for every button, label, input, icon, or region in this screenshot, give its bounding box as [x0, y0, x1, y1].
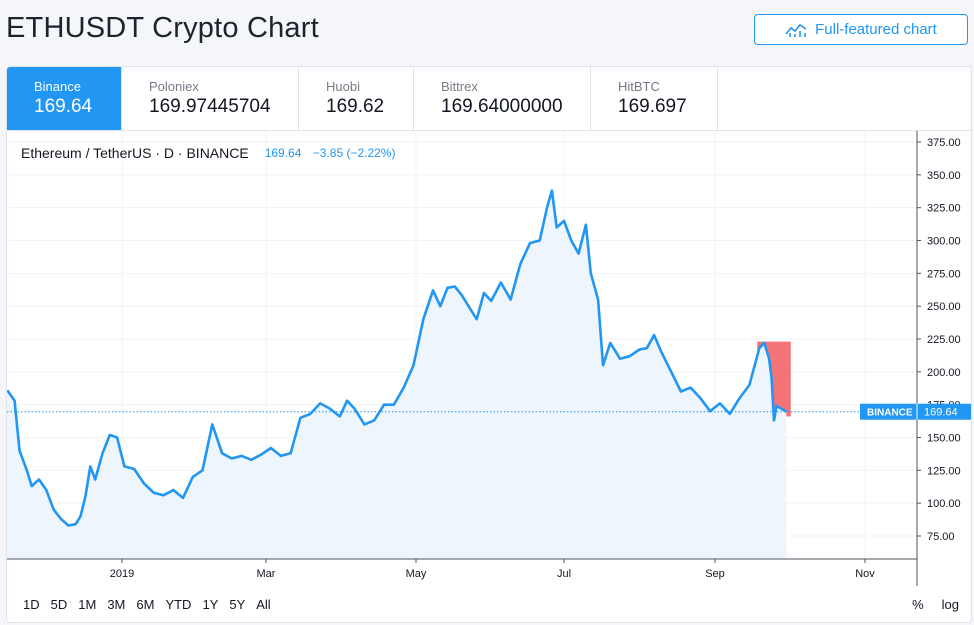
tab-bittrex[interactable]: Bittrex 169.64000000	[414, 67, 591, 130]
chart-widget: Binance 169.64 Poloniex 169.97445704 Huo…	[6, 66, 972, 623]
log-scale-toggle[interactable]: log	[941, 597, 959, 612]
exchange-price: 169.64000000	[441, 96, 563, 117]
time-axis-label: May	[406, 568, 427, 580]
price-axis-label: 125.00	[927, 465, 961, 477]
exchange-name: Binance	[34, 79, 81, 94]
scale-options: % log	[894, 597, 959, 612]
price-axis-label: 350.00	[927, 170, 961, 182]
symbol-description: Ethereum / TetherUS · D · BINANCE	[21, 145, 249, 161]
exchange-name: HitBTC	[618, 79, 660, 94]
range-button-6m[interactable]: 6M	[136, 596, 155, 612]
exchange-price: 169.697	[618, 96, 687, 117]
chart-footer: 1D 5D 1M 3M 6M YTD 1Y 5Y All % log	[7, 586, 971, 622]
price-axis-label: 375.00	[927, 137, 961, 149]
price-area-fill	[7, 190, 787, 559]
range-button-1y[interactable]: 1Y	[202, 596, 219, 612]
legend-last-price: 169.64	[264, 146, 302, 160]
price-axis-label: 75.00	[927, 531, 955, 543]
price-axis-label: 100.00	[927, 498, 961, 510]
price-axis-label: 225.00	[927, 334, 961, 346]
price-axis-label: 250.00	[927, 301, 961, 313]
legend-change: −3.85 (−2.22%)	[312, 146, 396, 160]
range-button-5d[interactable]: 5D	[50, 596, 68, 612]
tab-huobi[interactable]: Huobi 169.62	[299, 67, 414, 130]
range-button-ytd[interactable]: YTD	[165, 596, 192, 612]
price-axis-label: 200.00	[927, 367, 961, 379]
price-axis-label: 325.00	[927, 203, 961, 215]
exchange-tabs: Binance 169.64 Poloniex 169.97445704 Huo…	[7, 67, 971, 131]
price-line	[7, 189, 787, 527]
range-selector: 1D 5D 1M 3M 6M YTD 1Y 5Y All	[23, 597, 282, 612]
exchange-price: 169.62	[326, 96, 385, 117]
time-axis-label: 2019	[110, 568, 134, 580]
exchange-price: 169.64	[34, 96, 93, 117]
price-axis-label: 150.00	[927, 433, 961, 445]
price-tag-label: BINANCE	[867, 408, 913, 419]
exchange-name: Bittrex	[441, 79, 478, 94]
time-axis-label: Mar	[257, 568, 276, 580]
range-button-3m[interactable]: 3M	[107, 596, 126, 612]
chart-area[interactable]: Ethereum / TetherUS · D · BINANCE 169.64…	[7, 131, 971, 622]
price-axis-label: 275.00	[927, 268, 961, 280]
tab-binance[interactable]: Binance 169.64	[7, 67, 122, 130]
exchange-price: 169.97445704	[149, 96, 271, 117]
range-button-5y[interactable]: 5Y	[229, 596, 246, 612]
full-featured-chart-button[interactable]: Full-featured chart	[754, 14, 968, 45]
full-featured-chart-label: Full-featured chart	[815, 21, 937, 38]
exchange-name: Poloniex	[149, 79, 199, 94]
exchange-name: Huobi	[326, 79, 360, 94]
price-chart[interactable]: 375.00 350.00 325.00 300.00 275.00 250.00 225.…	[7, 131, 971, 586]
chart-icon	[785, 23, 807, 37]
price-tag-value: 169.64	[924, 407, 958, 419]
price-tag-background	[860, 403, 971, 420]
symbol-legend: Ethereum / TetherUS · D · BINANCE 169.64…	[21, 145, 404, 161]
price-axis-label: 300.00	[927, 236, 961, 248]
tab-hitbtc[interactable]: HitBTC 169.697	[591, 67, 718, 130]
time-axis-label: Nov	[855, 568, 875, 580]
range-button-1d[interactable]: 1D	[23, 596, 40, 612]
tab-poloniex[interactable]: Poloniex 169.97445704	[122, 67, 299, 130]
page-title: ETHUSDT Crypto Chart	[6, 12, 319, 44]
range-button-all[interactable]: All	[256, 596, 271, 612]
time-axis-label: Jul	[557, 568, 571, 580]
time-axis-label: Sep	[705, 568, 725, 580]
range-button-1m[interactable]: 1M	[78, 596, 97, 612]
percent-scale-toggle[interactable]: %	[912, 597, 924, 612]
